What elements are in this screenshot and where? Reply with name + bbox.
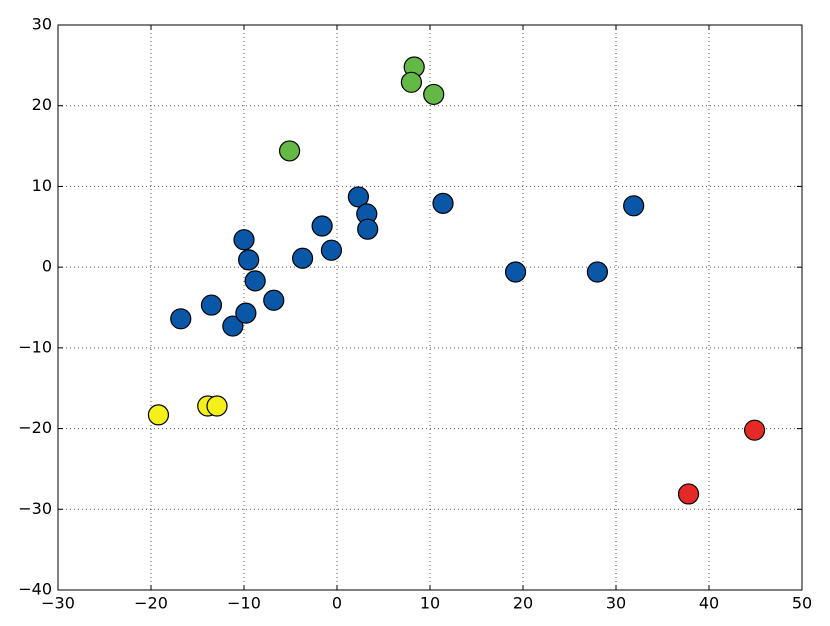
y-tick-label: −30 <box>18 499 52 518</box>
plot-area <box>58 25 802 590</box>
point <box>357 218 379 240</box>
point <box>320 239 343 261</box>
point <box>222 315 244 337</box>
point <box>504 261 527 283</box>
point <box>291 247 314 269</box>
y-tick-label: −20 <box>18 418 52 437</box>
point <box>423 83 445 106</box>
y-tick-label: 30 <box>32 15 52 34</box>
x-tick-label: −30 <box>41 594 75 613</box>
y-tick-label: 10 <box>32 176 52 195</box>
x-tick-label: 0 <box>332 594 342 613</box>
x-tick-label: 30 <box>606 594 626 613</box>
point <box>347 186 369 208</box>
point <box>263 289 285 311</box>
x-tick-label: 10 <box>420 594 440 613</box>
point <box>238 249 260 271</box>
y-tick-label: −40 <box>18 580 52 599</box>
x-tick-label: −20 <box>134 594 168 613</box>
point <box>311 215 333 237</box>
x-tick-label: 50 <box>792 594 812 613</box>
point <box>586 261 609 283</box>
y-tick-label: −10 <box>18 337 52 356</box>
points <box>147 56 766 505</box>
x-tick-label: 40 <box>699 594 719 613</box>
point <box>400 71 422 93</box>
point <box>677 483 700 505</box>
x-tick-label: 20 <box>513 594 533 613</box>
point <box>432 192 454 214</box>
y-tick-label: 20 <box>32 95 52 114</box>
point <box>743 419 766 441</box>
point <box>244 270 266 292</box>
point <box>200 294 223 316</box>
point <box>235 302 257 324</box>
point <box>147 404 170 426</box>
point <box>206 395 228 417</box>
point <box>233 229 255 251</box>
point <box>278 140 301 162</box>
x-tick-label: −10 <box>227 594 261 613</box>
y-tick-label: 0 <box>42 257 52 276</box>
point <box>623 195 645 217</box>
point <box>170 308 192 330</box>
